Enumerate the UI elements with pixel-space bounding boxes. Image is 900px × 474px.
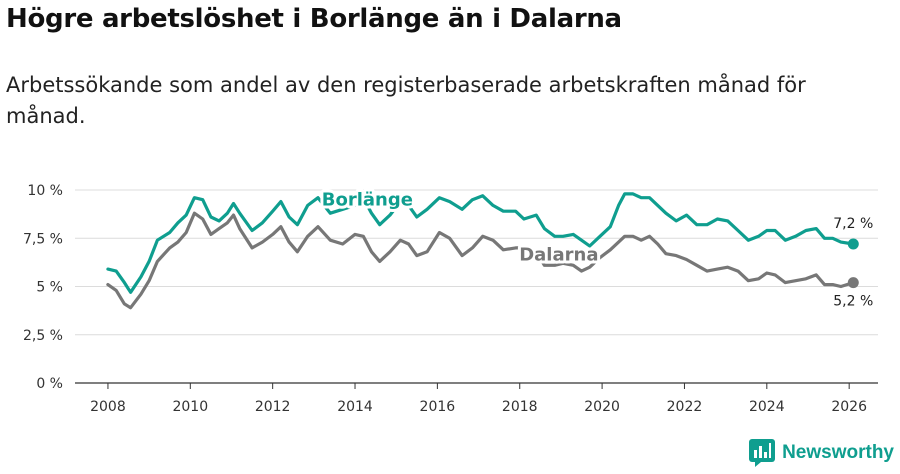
brand-name: Newsworthy <box>782 442 894 463</box>
y-tick-label: 5 % <box>36 280 63 296</box>
bar-chart-logo-icon <box>749 439 776 467</box>
x-tick-label: 2018 <box>502 399 538 415</box>
x-tick-label: 2024 <box>749 399 785 415</box>
x-axis: 2008 2010 2012 2014 2016 2018 2020 2022 2024 2026 <box>75 382 878 415</box>
series-label-halo-dalarna: Dalarna <box>519 244 598 265</box>
x-tick-label: 2016 <box>420 399 456 415</box>
series-line-dalarna <box>106 211 855 310</box>
grid-lines <box>75 189 878 336</box>
x-tick-label: 2008 <box>90 399 126 415</box>
x-tick-label: 2010 <box>172 399 208 415</box>
end-value-label-borlange: 7,2 % <box>833 216 873 232</box>
end-value-label-dalarna: 5,2 % <box>833 294 873 310</box>
end-point-dalarna <box>847 277 859 289</box>
series-label-dalarna: Dalarna <box>519 244 598 265</box>
y-axis-ticks: 0 % 2,5 % 5 % 7,5 % 10 % <box>23 183 63 392</box>
page-subtitle: Arbetssökande som andel av den registerb… <box>6 73 806 128</box>
x-tick-label: 2026 <box>831 399 867 415</box>
y-tick-label: 2,5 % <box>23 328 63 344</box>
x-tick-label: 2014 <box>337 399 373 415</box>
y-tick-label: 7,5 % <box>23 231 63 247</box>
end-point-borlange <box>847 238 859 250</box>
series-label-halo-borlange: Borlänge <box>322 189 413 210</box>
newsworthy-logo[interactable]: Newsworthy <box>749 438 894 468</box>
series-label-borlange: Borlänge <box>322 189 413 210</box>
y-tick-label: 0 % <box>36 376 63 392</box>
page-title: Högre arbetslöshet i Borlänge än i Dalar… <box>6 4 622 34</box>
x-tick-label: 2022 <box>667 399 703 415</box>
y-tick-label: 10 % <box>27 183 63 199</box>
x-tick-label: 2020 <box>584 399 620 415</box>
series-lines <box>106 192 859 310</box>
series-line-borlange <box>106 192 855 294</box>
x-tick-label: 2012 <box>255 399 291 415</box>
